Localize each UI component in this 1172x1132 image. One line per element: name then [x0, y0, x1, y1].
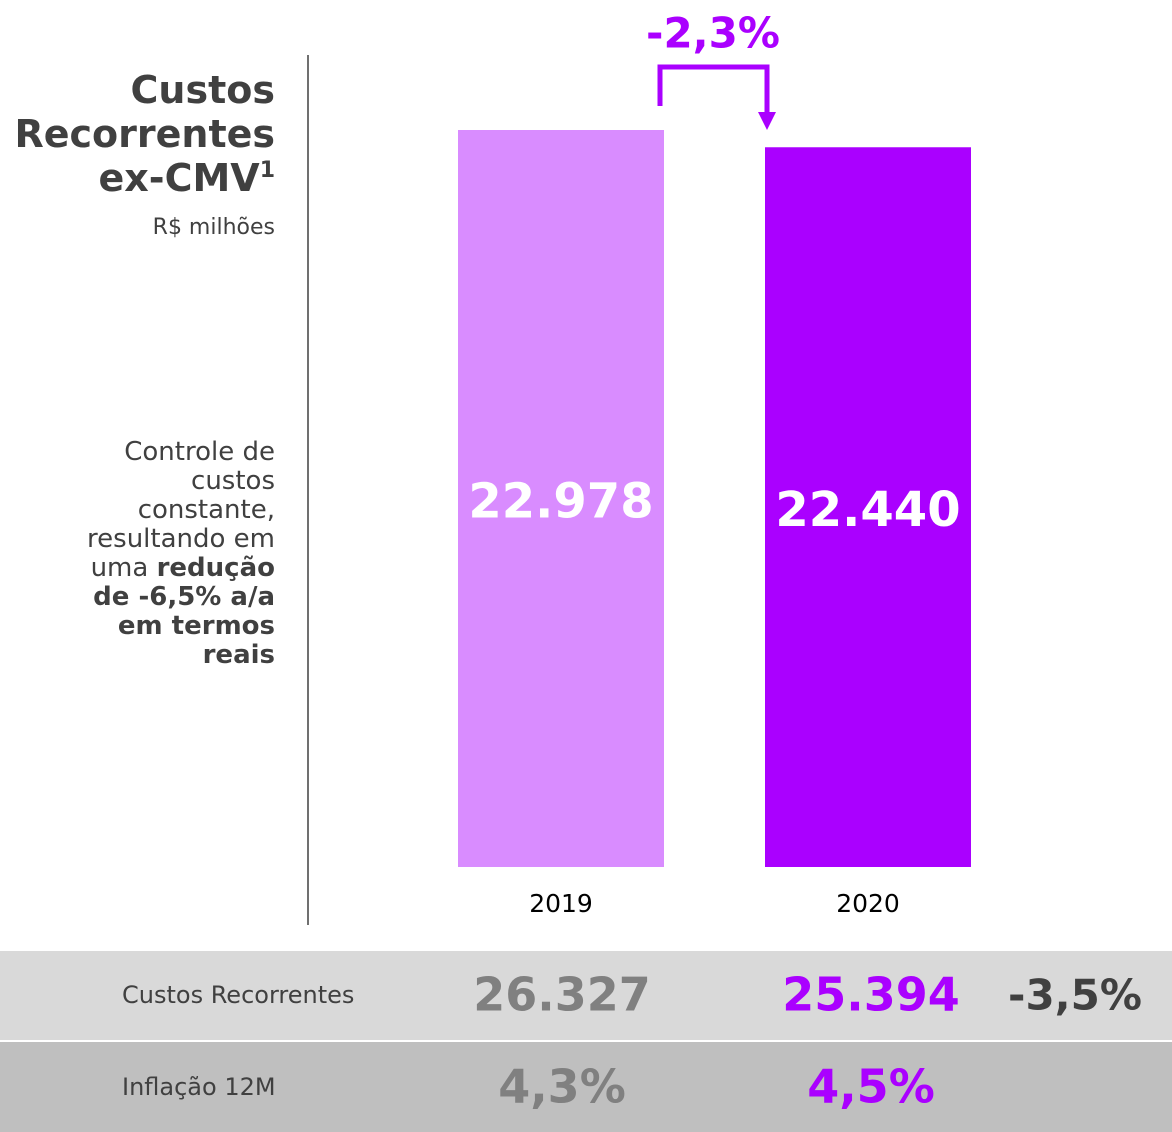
bar: [765, 147, 971, 868]
row-label: Custos Recorrentes: [122, 981, 354, 1009]
annotation-part: Controle de custos constante, resultando…: [87, 437, 275, 583]
row-value: 4,3%: [498, 1060, 626, 1114]
title-note: 1: [259, 158, 275, 183]
row-value: 26.327: [473, 968, 651, 1022]
change-label: -2,3%: [646, 9, 780, 58]
title-text: Custos Recorrentes ex-CMV: [14, 68, 275, 200]
table-row-bg: [0, 951, 1172, 1040]
row-value: 25.394: [782, 968, 960, 1022]
value-label: 22.978: [468, 474, 653, 530]
row-value: 4,5%: [807, 1060, 935, 1114]
chart-title: Custos Recorrentes ex-CMV1: [5, 68, 275, 200]
value-label: 22.440: [775, 482, 960, 538]
table-row-bg: [0, 1042, 1172, 1132]
bar: [458, 130, 664, 867]
change-arrow: [657, 64, 770, 116]
subtitle: R$ milhões: [152, 215, 275, 240]
annotation-part: redução de -6,5% a/a em termos reais: [93, 553, 275, 670]
annotation: Controle de custos constante, resultando…: [55, 438, 275, 670]
arrow-head: [758, 112, 776, 130]
row-change: -3,5%: [1008, 971, 1142, 1020]
x-tick-label: 2019: [529, 889, 593, 918]
x-tick-label: 2020: [836, 889, 900, 918]
row-label: Inflação 12M: [122, 1073, 276, 1101]
